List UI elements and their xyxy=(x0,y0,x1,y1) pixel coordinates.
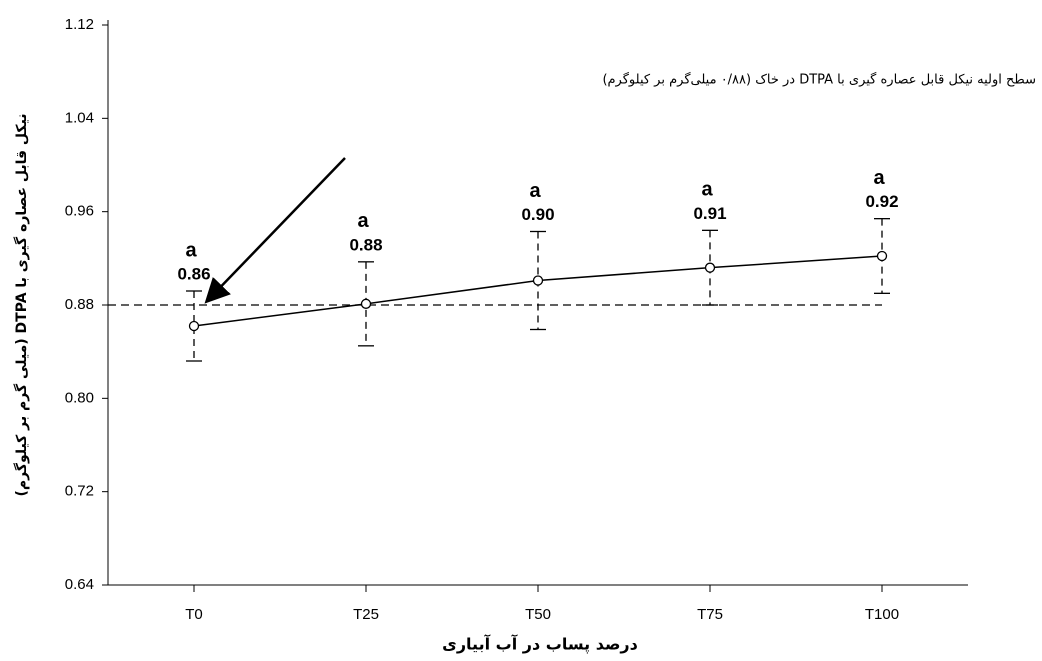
x-tick-label: T25 xyxy=(353,606,379,623)
x-tick-label: T0 xyxy=(185,606,203,623)
point xyxy=(532,275,544,286)
x-tick-label: T75 xyxy=(697,606,723,623)
annotation: سطح اولیه نیکل قابل عصاره گیری با DTPA د… xyxy=(602,72,1036,88)
significance-letter: a xyxy=(357,210,369,232)
value-label: 0.88 xyxy=(349,235,382,254)
significance-letter: a xyxy=(701,179,713,201)
value-label: 0.90 xyxy=(521,205,554,224)
significance-letter: a xyxy=(185,239,197,261)
y-tick-label: 0.88 xyxy=(65,296,94,313)
value-label: 0.86 xyxy=(177,264,210,283)
x-axis-title: درصد پساب در آب آبیاری xyxy=(442,634,638,655)
arrow xyxy=(204,157,346,304)
y-tick-label: 1.04 xyxy=(65,109,94,126)
significance-letter: a xyxy=(529,180,541,202)
y-tick-label: 0.96 xyxy=(65,203,94,220)
point xyxy=(876,250,888,262)
y-axis-title: نیکل قابل عصاره گیری با DTPA (میلی گرم ب… xyxy=(13,113,30,496)
y-tick-label: 0.72 xyxy=(65,483,94,500)
y-tick-label: 1.12 xyxy=(65,16,94,33)
y-tick-label: 0.80 xyxy=(65,389,94,406)
point xyxy=(360,298,372,309)
x-tick-label: T100 xyxy=(865,606,899,623)
value-label: 0.92 xyxy=(865,192,898,211)
significance-letter: a xyxy=(873,167,885,189)
value-label: 0.91 xyxy=(693,204,726,223)
point xyxy=(188,320,200,332)
x-tick-label: T50 xyxy=(525,606,551,623)
point xyxy=(704,262,716,273)
y-tick-label: 0.64 xyxy=(65,576,94,593)
